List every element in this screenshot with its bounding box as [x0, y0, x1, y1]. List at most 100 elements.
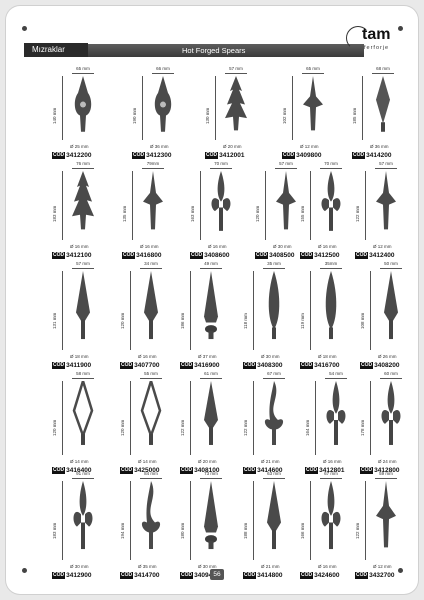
product-card: 63 mm 188 mm Ø 21 mm — [239, 471, 299, 576]
spear-cross-icon — [271, 171, 301, 249]
width-dimension: 60 mm — [384, 371, 398, 376]
diameter-label: Ø 21 mm — [261, 564, 280, 569]
diameter-label: Ø 18 mm — [318, 354, 337, 359]
code-prefix-badge: COD — [255, 252, 269, 259]
product-code: COD 3412001 — [205, 152, 244, 159]
product-card: 67 mm 166 mm Ø 16 mm — [296, 471, 356, 576]
product-code-number: 3416800 — [136, 252, 162, 259]
width-dimension: 91 mm — [76, 471, 90, 476]
width-dimension-line — [325, 378, 347, 379]
width-dimension: 57 mm — [379, 161, 393, 166]
width-dimension-line — [72, 73, 94, 74]
height-dimension: 120 mm — [120, 419, 125, 436]
diameter-label: Ø 20 mm — [198, 459, 217, 464]
header-bar — [24, 44, 364, 57]
width-dimension-line — [72, 268, 94, 269]
width-dimension: 57 mm — [279, 161, 293, 166]
product-code-number: 3408600 — [204, 252, 230, 259]
product-code: COD 3416800 — [122, 252, 161, 259]
width-dimension: 68 mm — [376, 66, 390, 71]
product-code: COD 3411900 — [52, 362, 91, 369]
code-prefix-badge: COD — [282, 152, 296, 159]
diameter-label: Ø 18 mm — [70, 354, 89, 359]
product-code: COD 3408300 — [243, 362, 282, 369]
spear-ornate-icon — [148, 76, 178, 149]
code-prefix-badge: COD — [52, 152, 66, 159]
product-code-number: 3408100 — [194, 467, 220, 474]
spear-flame-icon — [259, 381, 289, 464]
height-dimension: 185 mm — [352, 107, 357, 124]
product-code: COD 3409800 — [282, 152, 321, 159]
spear-spear-icon — [136, 271, 166, 359]
product-code-number: 3409400 — [194, 572, 220, 579]
code-prefix-badge: COD — [355, 572, 369, 579]
width-dimension: 50 mm — [384, 261, 398, 266]
height-dimension: 178 mm — [360, 419, 365, 436]
height-dimension-line — [200, 171, 201, 240]
width-dimension: 84 mm — [144, 471, 158, 476]
height-dimension: 120 mm — [52, 419, 57, 436]
product-code: COD 3408200 — [360, 362, 399, 369]
height-dimension-line — [130, 271, 131, 350]
height-dimension: 186 mm — [180, 312, 185, 330]
width-dimension: 58 mm — [76, 371, 90, 376]
code-prefix-badge: COD — [52, 467, 66, 474]
spear-spear-icon — [259, 481, 289, 569]
spear-lily-icon — [316, 171, 346, 249]
product-card: 79mm 135 mm Ø 16 mm — [118, 161, 178, 256]
product-code-number: 3412300 — [146, 152, 172, 159]
product-code-number: 3408500 — [269, 252, 295, 259]
screw-decoration — [398, 568, 403, 573]
height-dimension: 140 mm — [52, 107, 57, 124]
product-code: COD 3432700 — [355, 572, 394, 579]
logo-subtitle: ferforje — [364, 45, 390, 51]
product-card: 35 mm 118 mm Ø 30 mm — [239, 261, 299, 366]
catalog-page: Mızraklar Hot Forged Spears tam ferforje… — [6, 6, 418, 594]
diameter-label: Ø 30 mm — [261, 354, 280, 359]
product-code: COD 3412100 — [52, 252, 91, 259]
product-code-number: 3412200 — [66, 152, 92, 159]
product-code: COD 3416700 — [300, 362, 339, 369]
spear-tree-icon — [68, 171, 98, 249]
width-dimension-line — [140, 478, 162, 479]
product-code-number: 3414600 — [257, 467, 283, 474]
product-code-number: 3412500 — [314, 252, 340, 259]
width-dimension-line — [200, 268, 222, 269]
spear-spear-icon — [196, 381, 226, 464]
diameter-label: Ø 12 mm — [373, 244, 392, 249]
product-code-number: 3412001 — [219, 152, 245, 159]
width-dimension: 61 mm — [204, 371, 218, 376]
product-card: 84 mm 194 mm Ø 35 mm — [116, 471, 176, 576]
height-dimension-line — [130, 481, 131, 560]
height-dimension: 164 mm — [305, 419, 310, 436]
width-dimension: 65 mm — [76, 66, 90, 71]
product-code: COD 3408500 — [255, 252, 294, 259]
product-code-number: 3412900 — [66, 572, 92, 579]
product-code: COD 3425000 — [120, 467, 159, 474]
product-code: COD 3414200 — [352, 152, 391, 159]
product-code-number: 3408200 — [374, 362, 400, 369]
product-code: COD 3408600 — [190, 252, 229, 259]
spear-lily-icon — [206, 171, 236, 249]
width-dimension-line — [72, 478, 94, 479]
code-prefix-badge: COD — [305, 467, 319, 474]
height-dimension-line — [253, 381, 254, 455]
diameter-label: Ø 16 mm — [140, 244, 159, 249]
diameter-label: Ø 16 mm — [138, 354, 157, 359]
spear-spear-icon — [376, 271, 406, 359]
spear-lily-icon — [68, 481, 98, 569]
logo-swirl-icon — [346, 26, 370, 50]
width-dimension-line — [380, 268, 402, 269]
product-code: COD 3407700 — [120, 362, 159, 369]
code-prefix-badge: COD — [355, 252, 369, 259]
width-dimension-line — [320, 478, 342, 479]
product-code-number: 3416400 — [66, 467, 92, 474]
product-card: 54 mm 164 mm Ø 16 mm — [301, 371, 361, 471]
height-dimension-line — [310, 481, 311, 560]
width-dimension-line — [275, 168, 297, 169]
width-dimension: 67 mm — [324, 471, 338, 476]
width-dimension-line — [380, 378, 402, 379]
width-dimension: 57 mm — [229, 66, 243, 71]
height-dimension: 120 mm — [255, 205, 260, 223]
product-card: 91 mm 183 mm Ø 30 mm — [48, 471, 108, 576]
